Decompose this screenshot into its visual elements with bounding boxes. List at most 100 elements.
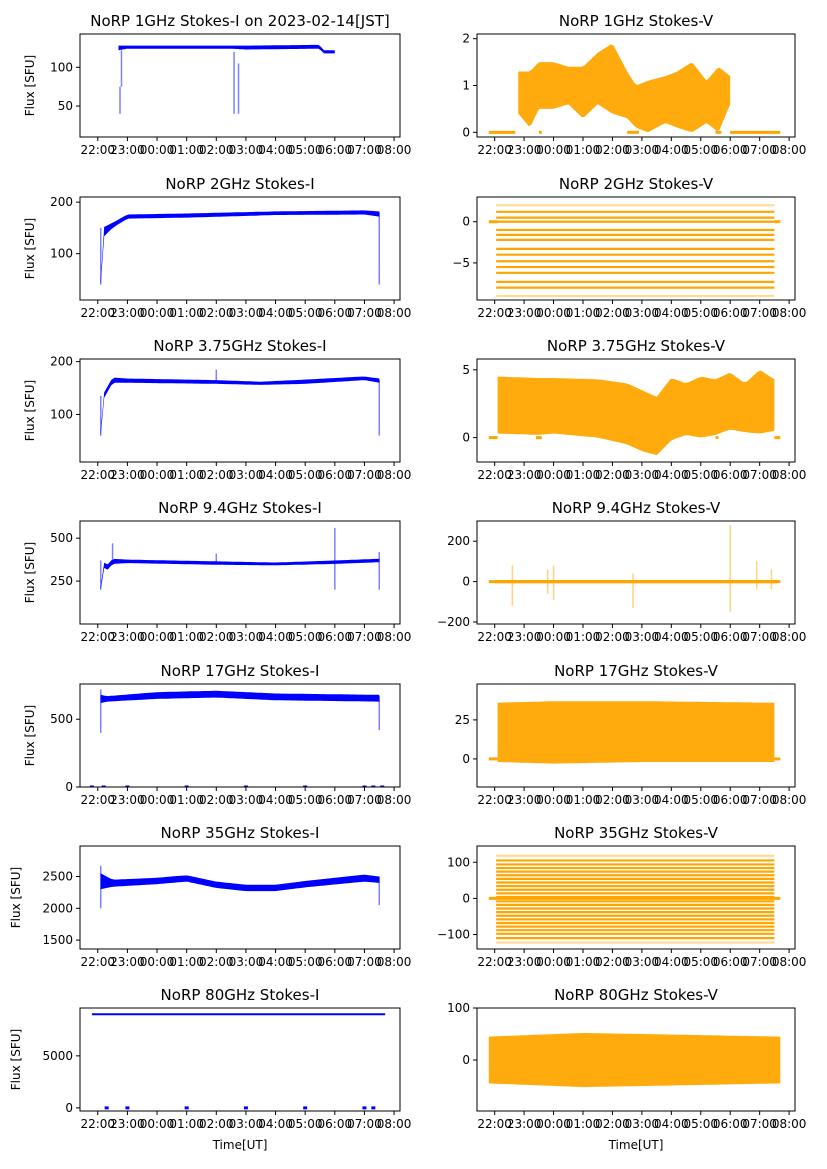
x-tick-label: 01:00 bbox=[169, 1117, 204, 1131]
data-zero-dot bbox=[380, 785, 385, 787]
plot-area-9p4ghz-i bbox=[99, 527, 381, 590]
x-tick-label: 22:00 bbox=[80, 1117, 115, 1131]
data-band-3p75ghz-v bbox=[497, 370, 775, 456]
x-tick-label: 07:00 bbox=[347, 306, 382, 320]
x-tick-label: 01:00 bbox=[169, 306, 204, 320]
x-tick-label: 06:00 bbox=[318, 468, 353, 482]
x-tick-label: 06:00 bbox=[713, 1117, 748, 1131]
x-tick-label: 04:00 bbox=[654, 793, 689, 807]
y-tick-label: 0 bbox=[462, 575, 470, 589]
x-tick-label: 00:00 bbox=[536, 468, 571, 482]
subplot-1ghz-v: 22:0023:0000:0001:0002:0003:0004:0005:00… bbox=[462, 12, 806, 157]
x-tick-label: 01:00 bbox=[566, 630, 601, 644]
x-tick-label: 03:00 bbox=[625, 143, 660, 157]
x-tick-label: 05:00 bbox=[683, 1117, 718, 1131]
x-tick-label: 22:00 bbox=[477, 468, 512, 482]
x-tick-label: 22:00 bbox=[477, 143, 512, 157]
data-zero-dot bbox=[184, 1106, 189, 1110]
x-tick-label: 08:00 bbox=[772, 1117, 807, 1131]
x-tick-label: 07:00 bbox=[347, 955, 382, 969]
data-band-1ghz-v bbox=[518, 44, 731, 133]
data-band-17ghz-v bbox=[497, 701, 775, 764]
x-tick-label: 08:00 bbox=[772, 306, 807, 320]
x-tick-label: 00:00 bbox=[536, 306, 571, 320]
x-tick-label: 03:00 bbox=[625, 630, 660, 644]
y-tick-label: 25 bbox=[455, 713, 470, 727]
x-tick-label: 05:00 bbox=[288, 630, 323, 644]
x-tick-label: 22:00 bbox=[477, 306, 512, 320]
x-tick-label: 06:00 bbox=[318, 793, 353, 807]
x-tick-label: 00:00 bbox=[140, 306, 175, 320]
plot-area-9p4ghz-v bbox=[488, 525, 781, 612]
x-tick-label: 03:00 bbox=[229, 306, 264, 320]
data-zero-dot bbox=[89, 785, 94, 787]
x-tick-label: 01:00 bbox=[566, 955, 601, 969]
plot-area-35ghz-v bbox=[488, 854, 781, 944]
x-tick-label: 01:00 bbox=[169, 793, 204, 807]
axes-frame-2ghz-v bbox=[476, 196, 796, 301]
x-tick-label: 03:00 bbox=[229, 143, 264, 157]
axes-frame-3p75ghz-i bbox=[79, 358, 401, 463]
x-tick-label: 22:00 bbox=[477, 955, 512, 969]
data-zero-dot bbox=[104, 1106, 109, 1110]
x-tick-label: 05:00 bbox=[683, 793, 718, 807]
subplot-title: NoRP 3.75GHz Stokes-V bbox=[547, 337, 726, 355]
y-tick-label: −100 bbox=[437, 928, 470, 942]
x-tick-label: 22:00 bbox=[80, 143, 115, 157]
x-tick-label: 01:00 bbox=[169, 630, 204, 644]
x-tick-label: 02:00 bbox=[595, 630, 630, 644]
data-band-1ghz-i bbox=[118, 44, 335, 54]
x-tick-label: 06:00 bbox=[318, 630, 353, 644]
y-axis-label: Flux [SFU] bbox=[23, 705, 37, 766]
subplot-3p75ghz-v: 22:0023:0000:0001:0002:0003:0004:0005:00… bbox=[462, 337, 806, 482]
x-tick-label: 23:00 bbox=[507, 793, 542, 807]
x-tick-label: 02:00 bbox=[199, 793, 234, 807]
y-tick-label: 5000 bbox=[42, 1049, 73, 1063]
subplot-35ghz-i: 22:0023:0000:0001:0002:0003:0004:0005:00… bbox=[9, 824, 411, 969]
y-tick-label: 0 bbox=[462, 752, 470, 766]
data-zero-dot bbox=[243, 785, 248, 787]
x-tick-label: 08:00 bbox=[772, 793, 807, 807]
x-tick-label: 23:00 bbox=[110, 306, 145, 320]
subplot-80ghz-v: 22:0023:0000:0001:0002:0003:0004:0005:00… bbox=[447, 986, 806, 1152]
subplot-17ghz-v: 22:0023:0000:0001:0002:0003:0004:0005:00… bbox=[455, 662, 807, 807]
x-tick-label: 22:00 bbox=[477, 793, 512, 807]
axes-frame-80ghz-v bbox=[476, 1007, 796, 1112]
data-zero-dot bbox=[243, 1106, 248, 1110]
x-tick-label: 06:00 bbox=[713, 955, 748, 969]
plot-area-17ghz-i bbox=[89, 689, 385, 787]
x-tick-label: 08:00 bbox=[377, 955, 412, 969]
x-tick-label: 03:00 bbox=[625, 306, 660, 320]
x-tick-label: 08:00 bbox=[772, 143, 807, 157]
data-zero-dot bbox=[362, 1106, 367, 1110]
data-zero-dot bbox=[303, 1106, 308, 1110]
x-tick-label: 04:00 bbox=[654, 1117, 689, 1131]
x-tick-label: 04:00 bbox=[654, 955, 689, 969]
x-axis-label: Time[UT] bbox=[608, 1138, 664, 1152]
x-tick-label: 01:00 bbox=[169, 468, 204, 482]
x-tick-label: 00:00 bbox=[536, 1117, 571, 1131]
subplot-title: NoRP 35GHz Stokes-V bbox=[554, 824, 719, 842]
data-band-9p4ghz-i bbox=[100, 558, 380, 590]
x-tick-label: 00:00 bbox=[140, 793, 175, 807]
y-tick-label: 0 bbox=[65, 1101, 73, 1115]
y-axis-label: Flux [SFU] bbox=[23, 218, 37, 279]
x-tick-label: 02:00 bbox=[199, 143, 234, 157]
y-axis-label: Flux [SFU] bbox=[23, 542, 37, 603]
x-tick-label: 04:00 bbox=[654, 143, 689, 157]
y-axis-label: Flux [SFU] bbox=[23, 55, 37, 116]
x-axis-label: Time[UT] bbox=[212, 1138, 268, 1152]
x-tick-label: 05:00 bbox=[683, 955, 718, 969]
subplot-1ghz-i: 22:0023:0000:0001:0002:0003:0004:0005:00… bbox=[23, 12, 411, 157]
x-tick-label: 07:00 bbox=[347, 143, 382, 157]
subplot-title: NoRP 3.75GHz Stokes-I bbox=[153, 337, 326, 355]
axes-frame-9p4ghz-v bbox=[476, 520, 796, 625]
subplot-2ghz-i: 22:0023:0000:0001:0002:0003:0004:0005:00… bbox=[23, 175, 411, 320]
x-tick-label: 07:00 bbox=[742, 1117, 777, 1131]
plot-area-1ghz-v bbox=[488, 44, 781, 134]
plot-area-35ghz-i bbox=[99, 865, 381, 909]
x-tick-label: 05:00 bbox=[288, 468, 323, 482]
x-tick-label: 08:00 bbox=[377, 630, 412, 644]
subplot-title: NoRP 35GHz Stokes-I bbox=[161, 824, 320, 842]
x-tick-label: 07:00 bbox=[742, 793, 777, 807]
